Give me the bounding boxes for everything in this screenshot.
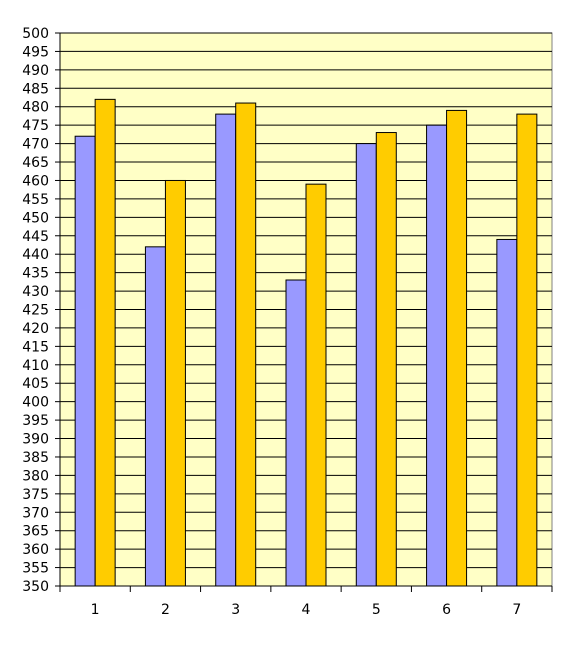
y-tick-label: 470 [22, 137, 49, 153]
x-tick-label: 4 [302, 602, 311, 618]
bar-series2-cat2 [164, 179, 186, 587]
bars [74, 98, 538, 587]
y-tick-label: 405 [22, 376, 49, 392]
y-tick-label: 485 [22, 81, 49, 97]
x-tick-labels: 1 2 3 4 5 6 7 [91, 602, 522, 618]
y-tick-label: 455 [22, 192, 49, 208]
y-tick-label: 380 [22, 468, 49, 484]
x-tick-label: 1 [91, 602, 100, 618]
bar-series2-cat4 [305, 183, 327, 587]
x-tick-label: 7 [512, 602, 521, 618]
y-tick-label: 435 [22, 266, 49, 282]
bar-series2-cat3 [235, 102, 257, 587]
y-tick-label: 365 [22, 524, 49, 540]
bar-series2-cat5 [375, 132, 397, 587]
x-tick-label: 2 [161, 602, 170, 618]
y-tick-labels: 350 355 360 365 370 375 380 385 390 395 400 405 410 4… [22, 26, 49, 595]
y-tick-label: 420 [22, 321, 49, 337]
y-tick-label: 490 [22, 63, 49, 79]
bar-series2-cat7 [516, 113, 538, 587]
bar-series1-cat1 [74, 135, 96, 587]
x-tick-label: 5 [372, 602, 381, 618]
y-tick-label: 480 [22, 100, 49, 116]
y-tick-label: 375 [22, 487, 49, 503]
bar-series1-cat6 [426, 124, 448, 587]
y-tick-label: 425 [22, 303, 49, 319]
bar-series1-cat5 [355, 143, 377, 587]
y-tick-label: 445 [22, 229, 49, 245]
bar-series1-cat3 [215, 113, 237, 587]
x-tick-label: 3 [231, 602, 240, 618]
y-tick-label: 450 [22, 210, 49, 226]
y-tick-label: 475 [22, 118, 49, 134]
y-tick-label: 430 [22, 284, 49, 300]
y-tick-label: 395 [22, 413, 49, 429]
y-tick-label: 355 [22, 561, 49, 577]
y-tick-label: 400 [22, 395, 49, 411]
y-tick-label: 440 [22, 247, 49, 263]
bar-series1-cat7 [496, 238, 518, 587]
bar-series2-cat1 [94, 98, 116, 587]
y-tick-label: 390 [22, 432, 49, 448]
x-tick-label: 6 [442, 602, 451, 618]
bar-series1-cat4 [285, 279, 307, 587]
y-tick-label: 495 [22, 44, 49, 60]
y-tick-label: 410 [22, 358, 49, 374]
y-tick-label: 460 [22, 173, 49, 189]
y-tick-label: 415 [22, 339, 49, 355]
axes [59, 33, 553, 592]
y-tick-label: 385 [22, 450, 49, 466]
y-tick-label: 360 [22, 542, 49, 558]
y-tick-label: 350 [22, 579, 49, 595]
y-tick-label: 500 [22, 26, 49, 42]
y-tick-label: 465 [22, 155, 49, 171]
bar-series2-cat6 [446, 109, 468, 587]
y-tick-label: 370 [22, 505, 49, 521]
bar-series1-cat2 [144, 246, 166, 587]
